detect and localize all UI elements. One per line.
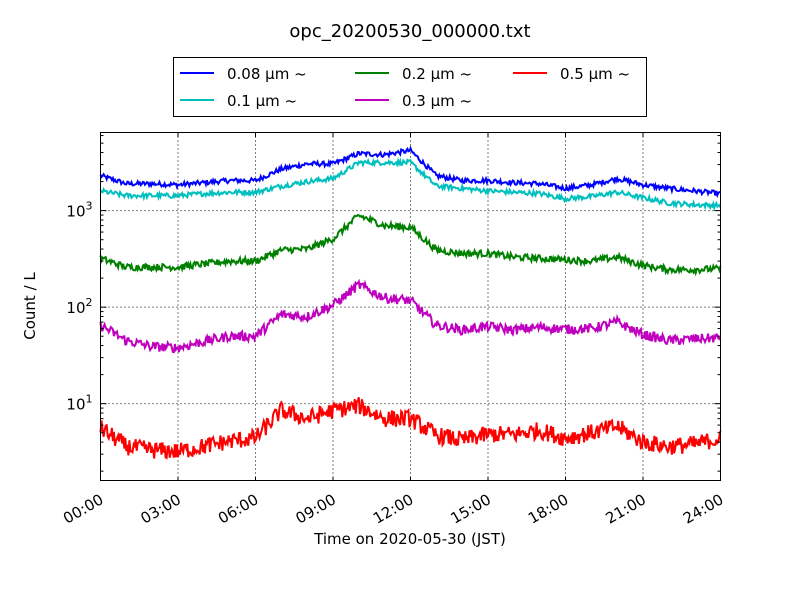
- legend-item: 0.5 μm ~: [513, 65, 630, 83]
- legend-label: 0.2 μm ~: [402, 65, 472, 83]
- legend: 0.08 μm ~ 0.1 μm ~ 0.2 μm ~ 0.3 μm ~ 0.5 μm …: [173, 57, 647, 117]
- legend-label: 0.08 μm ~: [227, 65, 307, 83]
- y-tick-base: 10: [66, 396, 85, 414]
- y-tick-label: 103: [66, 200, 92, 221]
- legend-item: 0.1 μm ~: [180, 92, 297, 110]
- grid: [100, 132, 721, 481]
- x-tick-label: 06:00: [215, 490, 261, 527]
- legend-label: 0.5 μm ~: [560, 65, 630, 83]
- series-line-0: [99, 145, 721, 199]
- x-tick-label: 12:00: [370, 490, 416, 527]
- legend-label: 0.3 μm ~: [402, 92, 472, 110]
- x-tick-label: 21:00: [603, 490, 649, 527]
- y-tick-exp: 1: [86, 393, 93, 406]
- y-tick-exp: 2: [86, 296, 93, 309]
- x-tick-label: 15:00: [448, 490, 494, 527]
- y-tick-label: 101: [66, 393, 92, 414]
- series-line-2: [99, 213, 722, 277]
- x-tick-label: 03:00: [138, 490, 184, 527]
- legend-item: 0.2 μm ~: [355, 65, 472, 83]
- series-line-3: [99, 278, 722, 354]
- legend-label: 0.1 μm ~: [227, 92, 297, 110]
- legend-item: 0.3 μm ~: [355, 92, 472, 110]
- x-axis-label: Time on 2020-05-30 (JST): [313, 530, 506, 548]
- legend-item: 0.08 μm ~: [180, 65, 307, 83]
- axis-ticks: 00:00 03:00 06:00 09:00 12:00 15:00 18:00 21:00…: [60, 132, 727, 528]
- y-axis-label: Count / L: [21, 272, 39, 340]
- x-tick-label: 09:00: [293, 490, 339, 527]
- x-tick-label: 00:00: [60, 490, 106, 527]
- x-tick-label: 24:00: [680, 490, 726, 527]
- x-tick-label: 18:00: [525, 490, 571, 527]
- series-line-4: [99, 397, 722, 460]
- series-lines: [99, 145, 722, 460]
- y-tick-exp: 3: [86, 200, 93, 213]
- y-tick-base: 10: [66, 203, 85, 221]
- chart-title: opc_20200530_000000.txt: [289, 21, 530, 42]
- series-line-1: [99, 157, 722, 212]
- legend-box: [173, 57, 647, 117]
- y-tick-base: 10: [66, 299, 85, 317]
- y-tick-label: 102: [66, 296, 92, 317]
